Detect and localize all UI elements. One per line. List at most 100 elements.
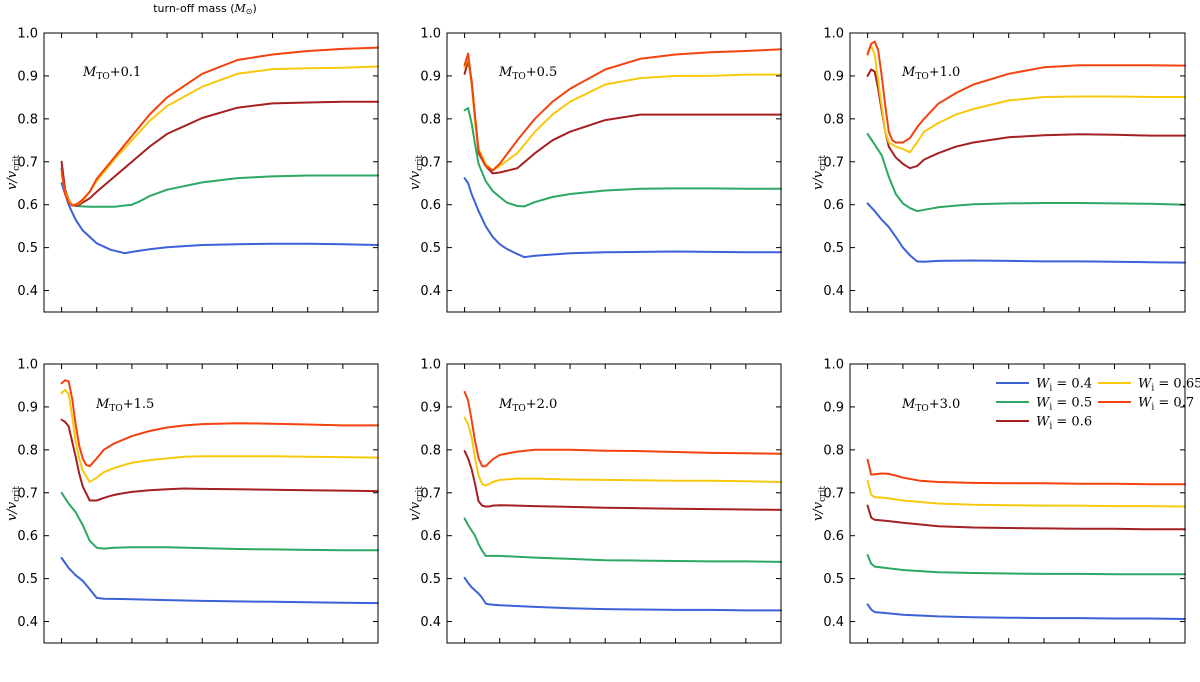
plot-frame [849, 32, 1186, 313]
plot-frame [446, 32, 782, 313]
y-tick-label: 0.7 [823, 486, 844, 501]
top-mass-axis: turn-off mass (M⊙) [61, 2, 379, 38]
plot-frame [849, 363, 1186, 644]
y-tick-label: 1.0 [420, 358, 441, 373]
series-line-2 [866, 554, 1186, 576]
y-tick-label: 0.4 [823, 615, 844, 630]
series-line-5 [463, 48, 782, 172]
y-tick-label: 0.5 [17, 241, 38, 256]
panel-annotation: MTO+1.0 [901, 65, 960, 82]
y-tick-label: 0.7 [17, 486, 38, 501]
y-tick-label: 0.6 [823, 198, 844, 213]
y-tick-label: 0.9 [17, 400, 38, 415]
series-line-2 [463, 517, 782, 563]
series-line-2 [866, 132, 1186, 213]
series-line-5 [60, 46, 379, 207]
panel-annotation: MTO+0.5 [498, 65, 557, 82]
legend-item-2: Wi = 0.65 [1098, 377, 1200, 394]
series-line-3 [866, 68, 1186, 170]
y-axis-label: v/vcrit [408, 155, 425, 190]
y-tick-label: 0.5 [823, 572, 844, 587]
series-line-4 [866, 479, 1186, 508]
y-tick-label: 0.7 [420, 486, 441, 501]
y-tick-label: 1.0 [17, 27, 38, 42]
series-line-4 [866, 44, 1186, 154]
series-line-1 [463, 576, 782, 612]
y-axis-label: v/vcrit [811, 486, 828, 521]
series-line-1 [866, 603, 1186, 620]
y-tick-label: 0.9 [823, 69, 844, 84]
y-tick-label: 0.4 [420, 615, 441, 630]
panel-2: 0.4 0.5 0.6 0.7 0.8 0.9 1.0 v/vcrit MTO+0.5 [408, 27, 782, 313]
series-line-4 [60, 388, 379, 483]
y-axis-label: v/vcrit [811, 155, 828, 190]
plot-frame [43, 32, 379, 313]
legend-item-1: Wi = 0.4 [996, 377, 1092, 394]
y-tick-label: 0.6 [17, 529, 38, 544]
series-line-2 [60, 491, 379, 552]
y-tick-label: 0.9 [420, 400, 441, 415]
y-tick-label: 0.4 [823, 284, 844, 299]
series-line-1 [60, 182, 379, 255]
y-tick-label: 0.4 [17, 615, 38, 630]
y-axis-label: v/vcrit [5, 155, 22, 190]
panel-3: 0.4 0.5 0.6 0.7 0.8 0.9 1.0 v/vcrit MTO+1.0 [811, 27, 1186, 313]
y-tick-label: 0.5 [420, 572, 441, 587]
series-line-5 [463, 390, 782, 468]
y-tick-label: 0.4 [17, 284, 38, 299]
panel-annotation: MTO+2.0 [498, 397, 557, 414]
legend-label: Wi = 0.7 [1138, 396, 1194, 413]
panel-annotation: MTO+3.0 [901, 397, 960, 414]
y-tick-label: 0.6 [17, 198, 38, 213]
series-line-3 [463, 450, 782, 511]
y-axis-label: v/vcrit [5, 486, 22, 521]
y-tick-label: 0.7 [17, 155, 38, 170]
y-tick-label: 0.4 [420, 284, 441, 299]
y-axis-label: v/vcrit [408, 486, 425, 521]
series-line-1 [60, 557, 379, 605]
panel-1: 0.4 0.5 0.6 0.7 0.8 0.9 1.0 v/vcrit MTO+0.1 [5, 27, 379, 313]
y-tick-label: 1.0 [17, 358, 38, 373]
y-tick-label: 1.0 [823, 27, 844, 42]
y-tick-label: 0.6 [420, 198, 441, 213]
y-tick-label: 0.8 [420, 443, 441, 458]
series-line-4 [463, 416, 782, 487]
series-line-5 [866, 458, 1186, 486]
series-line-3 [866, 504, 1186, 531]
y-tick-label: 0.8 [823, 112, 844, 127]
y-tick-label: 0.7 [420, 155, 441, 170]
series-line-1 [463, 177, 782, 259]
panel-annotation: MTO+1.5 [95, 397, 154, 414]
series-line-3 [60, 418, 379, 502]
y-tick-label: 0.8 [420, 112, 441, 127]
y-tick-label: 0.7 [823, 155, 844, 170]
legend: Wi = 0.4 Wi = 0.65 Wi = 0.5 Wi = 0.7 Wi = 0.… [996, 377, 1200, 432]
top-axis-label: turn-off mass (M⊙) [153, 2, 257, 16]
series-line-2 [60, 167, 379, 208]
legend-item-3: Wi = 0.5 [996, 396, 1092, 413]
series-line-1 [866, 202, 1186, 264]
legend-label: Wi = 0.6 [1036, 415, 1092, 432]
series-line-3 [60, 100, 379, 207]
y-tick-label: 0.5 [823, 241, 844, 256]
series-line-2 [463, 107, 782, 208]
y-tick-label: 0.8 [17, 112, 38, 127]
y-tick-label: 1.0 [420, 27, 441, 42]
legend-item-4: Wi = 0.7 [1098, 396, 1194, 413]
y-tick-label: 0.6 [823, 529, 844, 544]
y-tick-label: 0.9 [823, 400, 844, 415]
series-line-4 [60, 65, 379, 206]
series-line-5 [866, 40, 1186, 144]
y-tick-label: 0.9 [17, 69, 38, 84]
legend-item-5: Wi = 0.6 [996, 415, 1092, 432]
y-tick-label: 1.0 [823, 358, 844, 373]
plot-frame [43, 363, 379, 644]
panel-annotation: MTO+0.1 [82, 65, 141, 82]
y-tick-label: 0.5 [420, 241, 441, 256]
plot-frame [446, 363, 782, 644]
legend-label: Wi = 0.65 [1138, 377, 1200, 394]
panel-6: 0.4 0.5 0.6 0.7 0.8 0.9 1.0 v/vcrit MTO+3.0 [811, 358, 1186, 644]
series-line-5 [60, 379, 379, 468]
y-tick-label: 0.5 [17, 572, 38, 587]
